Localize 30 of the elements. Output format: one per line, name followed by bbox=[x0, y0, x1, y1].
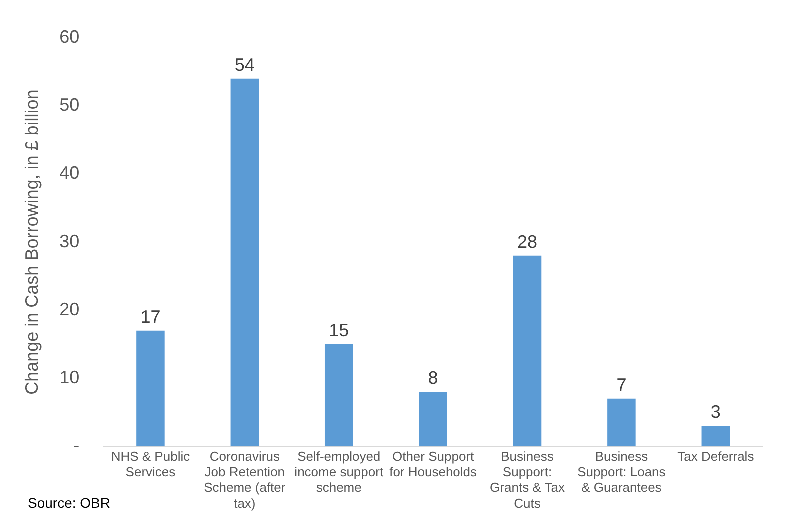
data-label: 17 bbox=[140, 306, 161, 327]
x-tick-label: Tax Deferrals bbox=[678, 448, 755, 464]
x-tick-label: Business Support: Grants & Tax Cuts bbox=[490, 448, 566, 511]
x-tick-label: Business Support: Loans & Guarantees bbox=[578, 448, 666, 496]
x-tick-label: Other Support for Households bbox=[390, 448, 478, 480]
y-tick-label: 30 bbox=[60, 231, 80, 252]
bar bbox=[324, 344, 354, 447]
y-tick-label: 50 bbox=[60, 95, 80, 116]
x-tick-label: Coronavirus Job Retention Scheme (after tax) bbox=[204, 448, 286, 511]
bar bbox=[702, 426, 730, 447]
bar bbox=[136, 330, 165, 447]
y-tick-label: 40 bbox=[60, 163, 80, 184]
y-tick-label: 60 bbox=[60, 26, 80, 47]
y-axis-title: Change in Cash Borrowing, in £ billion bbox=[22, 90, 42, 395]
data-label: 28 bbox=[517, 232, 538, 252]
data-label: 3 bbox=[710, 402, 721, 422]
y-tick-label: 20 bbox=[60, 299, 80, 320]
data-label: 8 bbox=[428, 368, 438, 388]
data-label: 15 bbox=[329, 320, 350, 340]
bar bbox=[513, 256, 542, 447]
bar bbox=[608, 398, 636, 447]
source-note: Source: OBR bbox=[28, 494, 110, 511]
bar bbox=[230, 78, 260, 447]
y-tick-label: 10 bbox=[60, 367, 80, 388]
x-tick-label: Self-employed income support scheme bbox=[294, 448, 384, 496]
y-tick-label: - bbox=[74, 436, 80, 456]
data-label: 7 bbox=[616, 374, 627, 395]
data-label: 54 bbox=[234, 54, 255, 75]
bar bbox=[419, 392, 448, 447]
x-tick-label: NHS & Public Services bbox=[111, 448, 191, 480]
